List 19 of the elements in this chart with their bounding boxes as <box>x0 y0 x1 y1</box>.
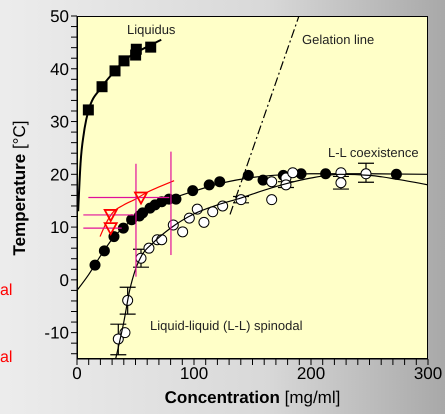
y-tick-label: -10 <box>44 324 69 343</box>
x-axis-title: Concentration [mg/ml] <box>164 388 340 407</box>
annotation: Liquidus <box>127 22 176 37</box>
y-tick-label: 40 <box>50 60 69 79</box>
y-tick-label: 30 <box>50 112 69 132</box>
y-tick-label: 50 <box>50 7 69 26</box>
x-tick-label: 300 <box>414 364 442 384</box>
annotation: Liquid-liquid (L-L) spinodal <box>150 318 302 333</box>
x-tick-label: 0 <box>72 364 82 384</box>
annotation: L-L coexistence <box>328 145 419 160</box>
y-tick-label: 20 <box>50 165 69 184</box>
text: al <box>0 349 12 367</box>
annotation: Gelation line <box>302 32 374 47</box>
y-axis-title: Temperature [°C] <box>10 120 29 255</box>
y-tick-label: 10 <box>50 218 69 238</box>
x-tick-label: 200 <box>296 364 326 384</box>
y-tick-label: 0 <box>60 270 69 290</box>
text: al <box>0 282 12 300</box>
x-tick-label: 100 <box>180 364 208 384</box>
